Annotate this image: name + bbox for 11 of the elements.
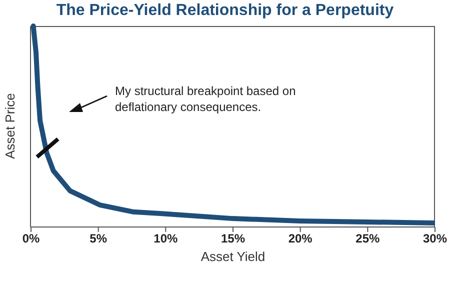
- x-tick-label: 30%: [422, 232, 448, 246]
- x-tick-label: 5%: [90, 232, 108, 246]
- annotation: My structural breakpoint based on deflationary consequences.: [115, 83, 297, 115]
- x-tick-label: 20%: [288, 232, 313, 246]
- chart-title: The Price-Yield Relationship for a Perpetuity: [55, 2, 395, 20]
- x-tick-label: 25%: [356, 232, 380, 246]
- x-tick-label: 10%: [154, 232, 178, 246]
- y-axis-title: Asset Price: [2, 93, 18, 159]
- x-tick-label: 0%: [22, 232, 40, 246]
- x-axis-title: Asset Yield: [200, 249, 266, 264]
- x-tick-label: 15%: [220, 232, 246, 246]
